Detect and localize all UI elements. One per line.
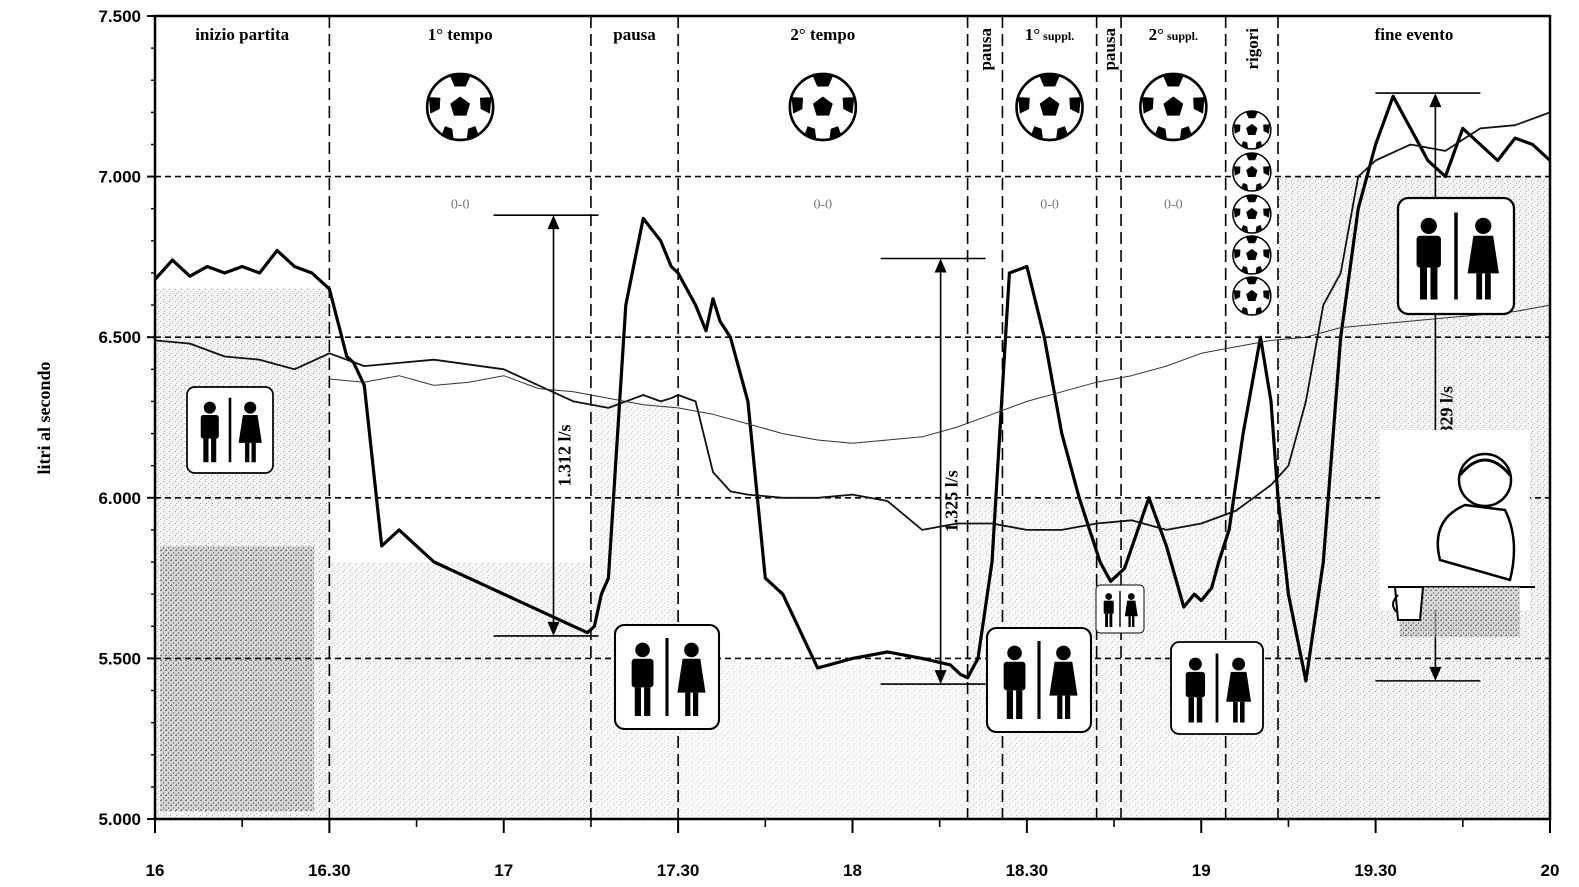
restroom-icon	[987, 628, 1091, 732]
football-icon	[1233, 236, 1271, 274]
phase-label: fine evento	[1375, 25, 1454, 44]
bg-texture	[678, 664, 968, 819]
phase-label: pausa	[976, 28, 995, 71]
person-head	[1457, 452, 1513, 508]
y-tick-label: 7.500	[98, 7, 141, 26]
x-tick-label: 18.30	[1006, 861, 1049, 880]
arrow-head-down	[547, 621, 560, 636]
phase-boundaries: inizio partita 1° tempo pausa 2° tempo pausa…	[195, 16, 1453, 819]
phase-label: pausa	[1100, 28, 1119, 71]
annotation-label: 1.325 l/s	[942, 470, 962, 532]
restroom-icon	[615, 625, 719, 729]
arrow-head-down	[1429, 666, 1442, 681]
y-tick-label: 6.500	[98, 328, 141, 347]
x-tick-label: 18	[843, 861, 862, 880]
icons	[187, 74, 1535, 734]
x-tick-label: 17.30	[657, 861, 700, 880]
person-hair	[1458, 458, 1512, 476]
x-tick-label: 19	[1192, 861, 1211, 880]
x-tick-label: 20	[1541, 861, 1560, 880]
football-icon	[1233, 111, 1271, 149]
phase-label: rigori	[1243, 28, 1262, 70]
restroom-icon	[1398, 198, 1514, 314]
restroom-icon	[1171, 642, 1263, 734]
series-line-bold	[153, 94, 1552, 683]
restroom-icon	[187, 387, 273, 473]
y-axis-label: litri al secondo	[34, 362, 54, 475]
arrow-head-down	[934, 670, 947, 685]
arrow-head-up	[934, 258, 947, 273]
phase-label: 2° suppl.	[1149, 25, 1198, 44]
score-label: 0-0	[814, 198, 833, 213]
football-icon	[1233, 195, 1271, 233]
bg-texture	[329, 562, 591, 819]
score-label: 0-0	[1040, 198, 1059, 213]
score-label: 0-0	[451, 198, 470, 213]
cup-handle	[1392, 594, 1399, 614]
phase-label: 1° tempo	[428, 25, 493, 44]
phase-label: inizio partita	[195, 25, 289, 44]
axes: 5.000 5.500 6.000 6.500 7.000 7.500 16 16.30 17 1…	[98, 7, 1559, 880]
person-body	[1436, 503, 1516, 582]
football-icon	[1233, 153, 1271, 191]
person-illustration	[1380, 430, 1535, 637]
y-tick-label: 7.000	[98, 168, 141, 187]
phase-label: pausa	[613, 25, 656, 44]
series-line-medium	[154, 111, 1551, 531]
cup-icon	[1393, 586, 1425, 621]
football-icon	[1233, 277, 1271, 315]
arrow-head-up	[547, 215, 560, 230]
phase-label: 2° tempo	[790, 25, 855, 44]
y-tick-label: 5.500	[98, 649, 141, 668]
x-tick-label: 19.30	[1354, 861, 1397, 880]
series-lines	[153, 94, 1552, 683]
x-tick-label: 16.30	[308, 861, 351, 880]
football-icon	[427, 74, 493, 140]
football-icon	[790, 74, 856, 140]
bg-texture-dark	[160, 545, 314, 811]
y-tick-label: 5.000	[98, 810, 141, 829]
x-tick-label: 16	[146, 861, 165, 880]
x-tick-label: 17	[494, 861, 513, 880]
bg-texture	[590, 401, 679, 819]
annotation-label: 1.312 l/s	[555, 425, 575, 487]
series-line-thin	[329, 304, 1551, 444]
score-label: 0-0	[1164, 198, 1183, 213]
phase-label: 1° suppl.	[1025, 25, 1074, 44]
arrow-head-up	[1429, 93, 1442, 108]
restroom-icon	[1096, 585, 1144, 633]
football-icon	[1017, 74, 1083, 140]
football-icon	[1140, 74, 1206, 140]
y-tick-label: 6.000	[98, 489, 141, 508]
